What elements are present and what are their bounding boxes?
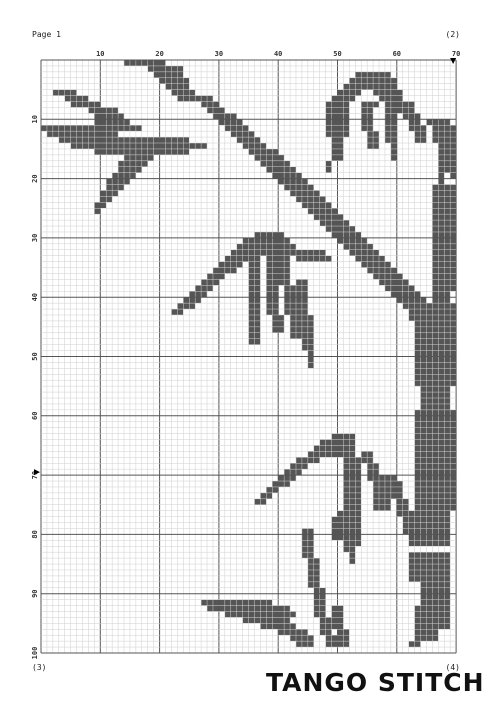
stitch-block (290, 463, 308, 470)
stitch-block (414, 409, 457, 440)
stitch-block (290, 190, 320, 197)
stitch-block (195, 285, 213, 292)
stitch-block (361, 101, 380, 108)
stitch-block (337, 237, 368, 244)
stitch-block (325, 226, 356, 232)
stitch-block (118, 160, 148, 167)
stitch-block (278, 475, 296, 482)
y-tick-label: 50 (31, 352, 39, 360)
stitch-block (450, 172, 457, 179)
page-ref-bottom-left: (3) (32, 663, 47, 672)
stitch-block (207, 107, 225, 114)
stitch-block (207, 273, 225, 280)
page-ref-bottom-right: (4) (445, 663, 460, 672)
y-tick-label: 100 (31, 647, 39, 660)
stitch-block (278, 629, 308, 636)
stitch-block (384, 285, 415, 292)
stitch-block (343, 457, 362, 511)
x-tick-label: 30 (215, 50, 223, 58)
stitch-block (361, 261, 391, 268)
stitch-block (177, 303, 196, 310)
stitch-block (295, 196, 326, 203)
stitch-block (254, 154, 285, 161)
column-center-marker (450, 58, 457, 64)
stitch-block (373, 481, 391, 511)
stitch-block (343, 243, 374, 250)
stitch-block (106, 184, 125, 191)
stitch-block (189, 291, 208, 298)
stitch-block (94, 208, 101, 215)
row-center-marker (34, 469, 40, 476)
stitch-block (177, 95, 196, 102)
stitch-block (272, 172, 302, 179)
stitch-block (373, 89, 403, 96)
stitch-block (284, 184, 314, 191)
stitch-block (266, 166, 296, 173)
grid-lines (40, 59, 457, 654)
stitch-block (313, 214, 344, 221)
stitch-block (201, 101, 219, 108)
stitch-block (438, 143, 457, 173)
stitch-block (331, 231, 362, 238)
stitch-block (390, 143, 397, 161)
stitch-block (88, 107, 119, 114)
stitch-block (41, 125, 107, 132)
y-tick-label: 30 (31, 234, 39, 242)
y-tick-label: 10 (31, 115, 39, 123)
x-tick-labels: 10 20 30 40 50 60 70 (96, 50, 460, 58)
stitch-block (313, 445, 356, 452)
stitch-block (408, 552, 451, 582)
y-tick-label: 90 (31, 589, 39, 597)
stitch-block (355, 255, 385, 262)
page-ref-right: (2) (445, 30, 460, 39)
stitch-block (349, 249, 380, 256)
y-tick-labels: 10 20 30 40 50 60 70 80 90 100 (31, 115, 39, 659)
y-tick-label: 80 (31, 530, 39, 538)
y-tick-label: 20 (31, 174, 39, 182)
stitch-block (379, 279, 409, 286)
stitch-block (373, 273, 403, 280)
stitch-block (159, 77, 190, 84)
stitch-block (284, 469, 302, 476)
stitch-block (70, 101, 101, 108)
stitch-block (100, 125, 142, 132)
x-tick-label: 20 (155, 50, 163, 58)
stitch-block (201, 279, 219, 286)
stitch-block (390, 291, 421, 298)
stitch-block (153, 71, 184, 78)
y-tick-label: 40 (31, 293, 39, 301)
stitch-block (295, 641, 314, 648)
stitch-block (260, 160, 291, 167)
stitch-block (254, 231, 285, 238)
stitch-block (379, 475, 397, 482)
stitch-block (278, 178, 308, 185)
stitch-block (248, 148, 279, 155)
stitch-block (367, 267, 397, 274)
x-tick-label: 70 (452, 50, 460, 58)
stitch-block (307, 208, 338, 215)
page-label: Page 1 (32, 30, 61, 39)
brand-logo: TANGO STITCH (266, 668, 485, 697)
stitch-block (301, 202, 332, 209)
stitch-block (343, 83, 397, 90)
y-tick-label: 60 (31, 412, 39, 420)
y-tick-label: 70 (31, 471, 39, 479)
x-tick-label: 10 (96, 50, 104, 58)
stitch-block (272, 481, 291, 487)
x-tick-label: 50 (333, 50, 341, 58)
stitch-block (183, 297, 202, 304)
stitch-block (396, 297, 427, 304)
x-tick-label: 60 (393, 50, 401, 58)
stitch-block (124, 154, 154, 161)
stitch-block (94, 113, 125, 120)
stitch-block (195, 95, 213, 102)
center-markers (34, 58, 457, 476)
stitch-block (124, 60, 166, 66)
x-tick-label: 40 (274, 50, 282, 58)
stitch-block (100, 190, 119, 197)
stitch-block (319, 220, 350, 227)
